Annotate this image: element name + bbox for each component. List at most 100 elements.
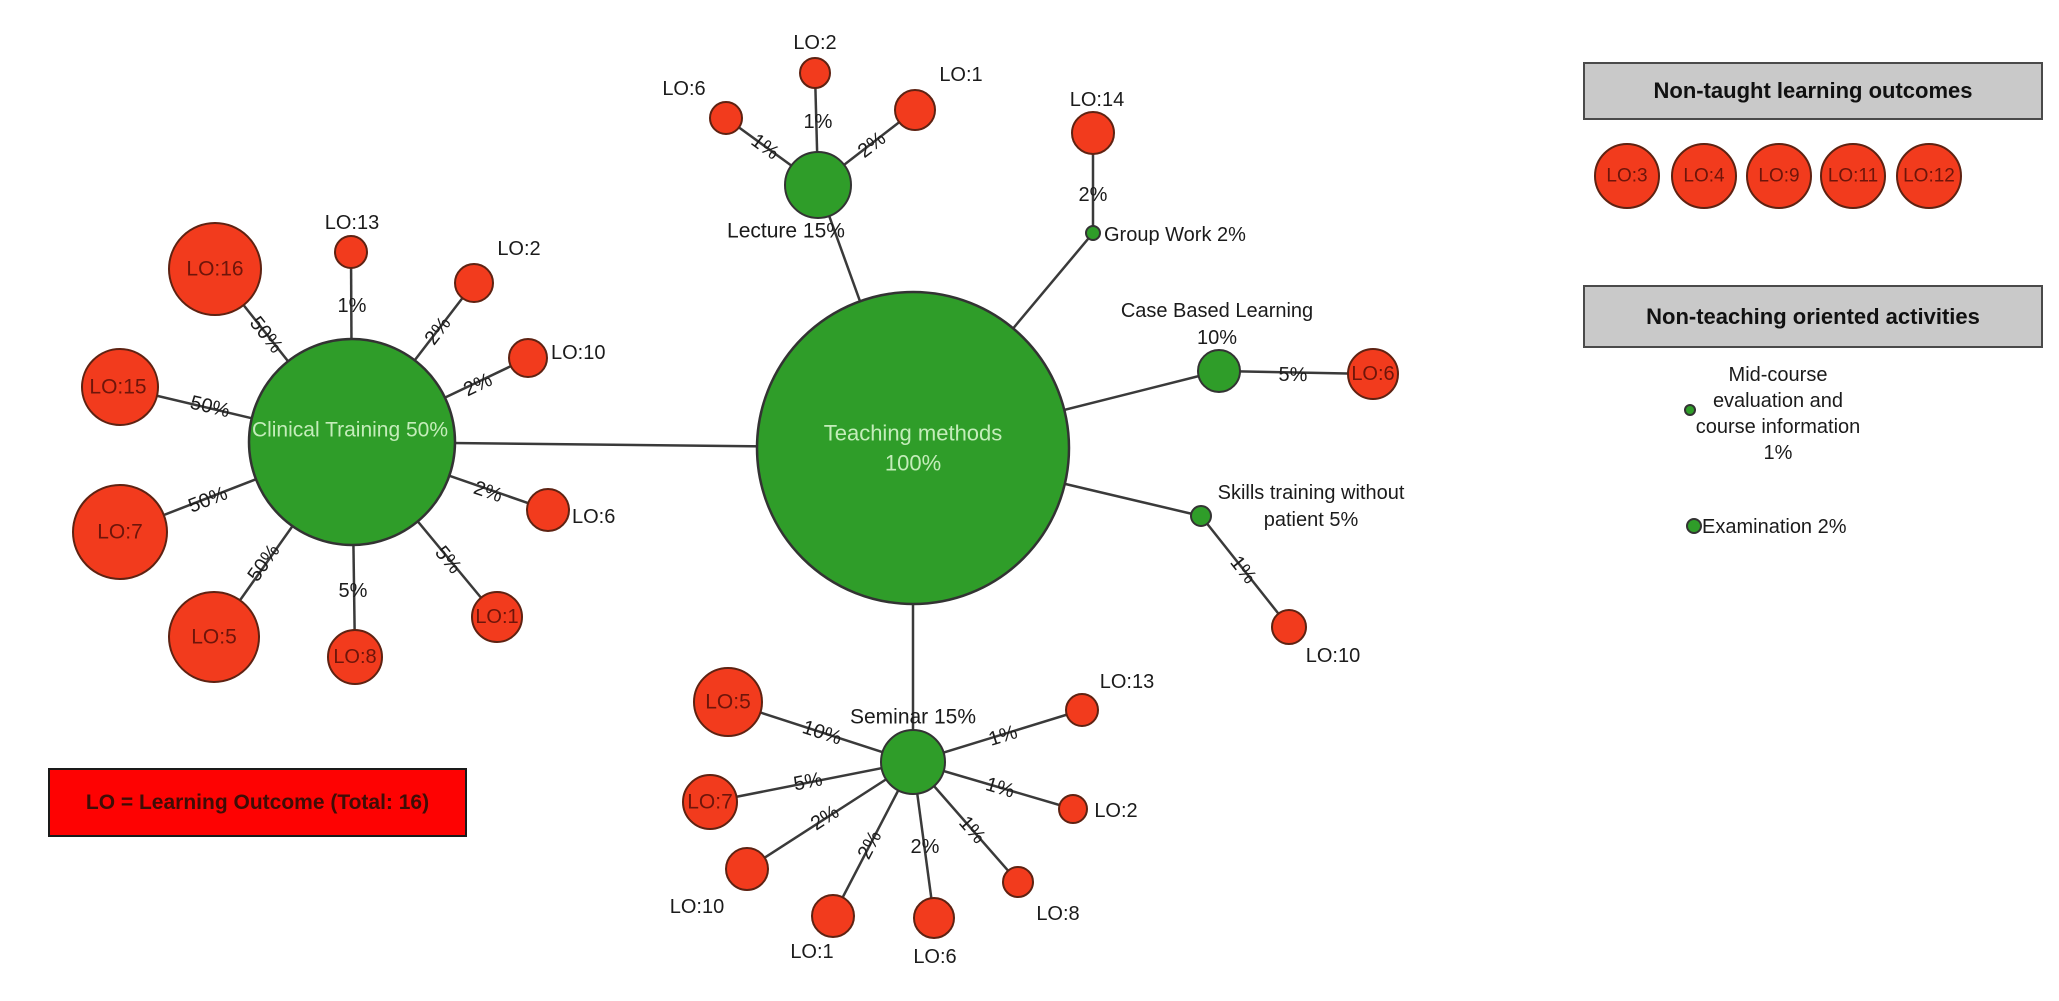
node-cbl-lo6 [1347, 348, 1399, 400]
node-nt-lo11 [1820, 143, 1886, 209]
label-midcourse-evaluation: Mid-course evaluation and course informati… [1696, 364, 1861, 464]
node-nt-lo3 [1594, 143, 1660, 209]
edge-skills-training-sk-lo10 [1200, 515, 1290, 628]
node-group-work [1085, 225, 1101, 241]
node-sem-lo5 [693, 667, 763, 737]
label-sem-lo6: LO:6 [913, 946, 956, 968]
node-ct-lo6 [526, 488, 570, 532]
node-skills-training [1190, 505, 1212, 527]
non-taught-outcomes-title: Non-taught learning outcomes [1653, 78, 1973, 103]
node-ct-lo5 [168, 591, 260, 683]
label-sk-lo10: LO:10 [1306, 645, 1360, 667]
label-sem-lo7: LO:7 [687, 791, 733, 814]
edge-label-lecture-lec-lo6: 1% [747, 130, 783, 165]
edge-label-clinical-training-ct-lo2: 2% [420, 313, 455, 349]
node-lecture [784, 151, 852, 219]
node-lec-lo2 [799, 57, 831, 89]
node-sem-lo13 [1065, 693, 1099, 727]
label-sem-lo5: LO:5 [705, 691, 751, 714]
lo-legend-box: LO = Learning Outcome (Total: 16) [48, 768, 467, 837]
label-sem-lo8: LO:8 [1036, 903, 1079, 925]
non-taught-outcomes-header: Non-taught learning outcomes [1583, 62, 2043, 120]
label-nt-lo9: LO:9 [1758, 166, 1799, 187]
label-nt-lo11: LO:11 [1828, 166, 1878, 187]
edge-label-seminar-sem-lo10: 2% [807, 801, 843, 835]
edge-label-seminar-sem-lo5: 10% [800, 716, 845, 749]
label-lec-lo2: LO:2 [793, 32, 836, 54]
lo-legend-label: LO = Learning Outcome (Total: 16) [85, 790, 430, 814]
node-ct-lo7 [72, 484, 168, 580]
label-ct-lo10: LO:10 [551, 342, 605, 364]
label-nt-lo12: LO:12 [1903, 166, 1955, 187]
label-case-based-learning: Case Based Learning 10% [1121, 300, 1313, 349]
node-ct-lo8 [327, 629, 383, 685]
node-case-based-learning [1197, 349, 1241, 393]
label-sem-lo10: LO:10 [670, 896, 724, 918]
label-sem-lo2: LO:2 [1094, 800, 1137, 822]
node-ct-lo13 [334, 235, 368, 269]
non-teaching-activities-header: Non-teaching oriented activities [1583, 285, 2043, 348]
node-nt-lo9 [1746, 143, 1812, 209]
label-ct-lo15: LO:15 [89, 376, 146, 399]
edge-label-clinical-training-ct-lo8: 5% [339, 580, 368, 602]
edge-label-seminar-sem-lo2: 1% [983, 773, 1017, 802]
label-ct-lo6: LO:6 [572, 506, 615, 528]
edge-label-case-based-learning-cbl-lo6: 5% [1278, 364, 1308, 387]
node-examination [1686, 518, 1702, 534]
edge-label-seminar-sem-lo7: 5% [792, 768, 825, 795]
node-seminar [880, 729, 946, 795]
node-nt-lo4 [1671, 143, 1737, 209]
label-cbl-lo6: LO:6 [1351, 363, 1394, 385]
edge-label-seminar-sem-lo1: 2% [854, 827, 887, 863]
label-lecture: Lecture 15% [727, 220, 845, 243]
label-clinical-training: Clinical Training 50% [252, 419, 448, 442]
node-sem-lo6 [913, 897, 955, 939]
edge-label-lecture-lec-lo2: 1% [804, 111, 833, 133]
node-midcourse-evaluation [1684, 404, 1696, 416]
label-lec-lo1: LO:1 [939, 64, 982, 86]
label-ct-lo16: LO:16 [186, 258, 243, 281]
label-gw-lo14: LO:14 [1070, 89, 1124, 111]
edge-label-clinical-training-ct-lo13: 1% [338, 295, 367, 317]
edge-label-seminar-sem-lo13: 1% [986, 721, 1020, 751]
node-lec-lo6 [709, 101, 743, 135]
node-gw-lo14 [1071, 111, 1115, 155]
node-sem-lo8 [1002, 866, 1034, 898]
node-sem-lo7 [682, 774, 738, 830]
node-sem-lo10 [725, 847, 769, 891]
label-examination: Examination 2% [1702, 516, 1847, 538]
edge-label-clinical-training-ct-lo10: 2% [460, 369, 496, 401]
label-ct-lo7: LO:7 [97, 521, 143, 544]
node-sk-lo10 [1271, 609, 1307, 645]
edge-label-group-work-gw-lo14: 2% [1079, 184, 1108, 206]
node-sem-lo1 [811, 894, 855, 938]
label-sem-lo1: LO:1 [790, 941, 833, 963]
node-sem-lo2 [1058, 794, 1088, 824]
label-ct-lo8: LO:8 [333, 646, 376, 668]
edge-label-seminar-sem-lo6: 2% [911, 836, 940, 858]
label-teaching-methods: Teaching methods 100% [824, 421, 1003, 476]
node-ct-lo15 [81, 348, 159, 426]
label-ct-lo13: LO:13 [325, 212, 379, 234]
node-teaching-methods [755, 290, 1071, 606]
label-lec-lo6: LO:6 [662, 78, 705, 100]
node-ct-lo10 [508, 338, 548, 378]
label-nt-lo4: LO:4 [1683, 166, 1725, 187]
node-ct-lo16 [168, 222, 262, 316]
node-ct-lo2 [454, 263, 494, 303]
node-lec-lo1 [894, 89, 936, 131]
label-ct-lo2: LO:2 [497, 238, 540, 260]
label-group-work: Group Work 2% [1104, 224, 1246, 246]
edge-label-clinical-training-ct-lo6: 2% [471, 477, 506, 507]
label-sem-lo13: LO:13 [1100, 671, 1154, 693]
label-ct-lo5: LO:5 [191, 626, 237, 649]
edge-label-clinical-training-ct-lo7: 50% [185, 482, 230, 517]
label-seminar: Seminar 15% [850, 706, 976, 729]
label-ct-lo1: LO:1 [475, 606, 518, 628]
edge-seminar-sem-lo7 [709, 760, 914, 804]
edge-label-clinical-training-ct-lo15: 50% [188, 392, 232, 423]
label-nt-lo3: LO:3 [1606, 166, 1647, 187]
label-skills-training: Skills training without patient 5% [1218, 482, 1405, 531]
